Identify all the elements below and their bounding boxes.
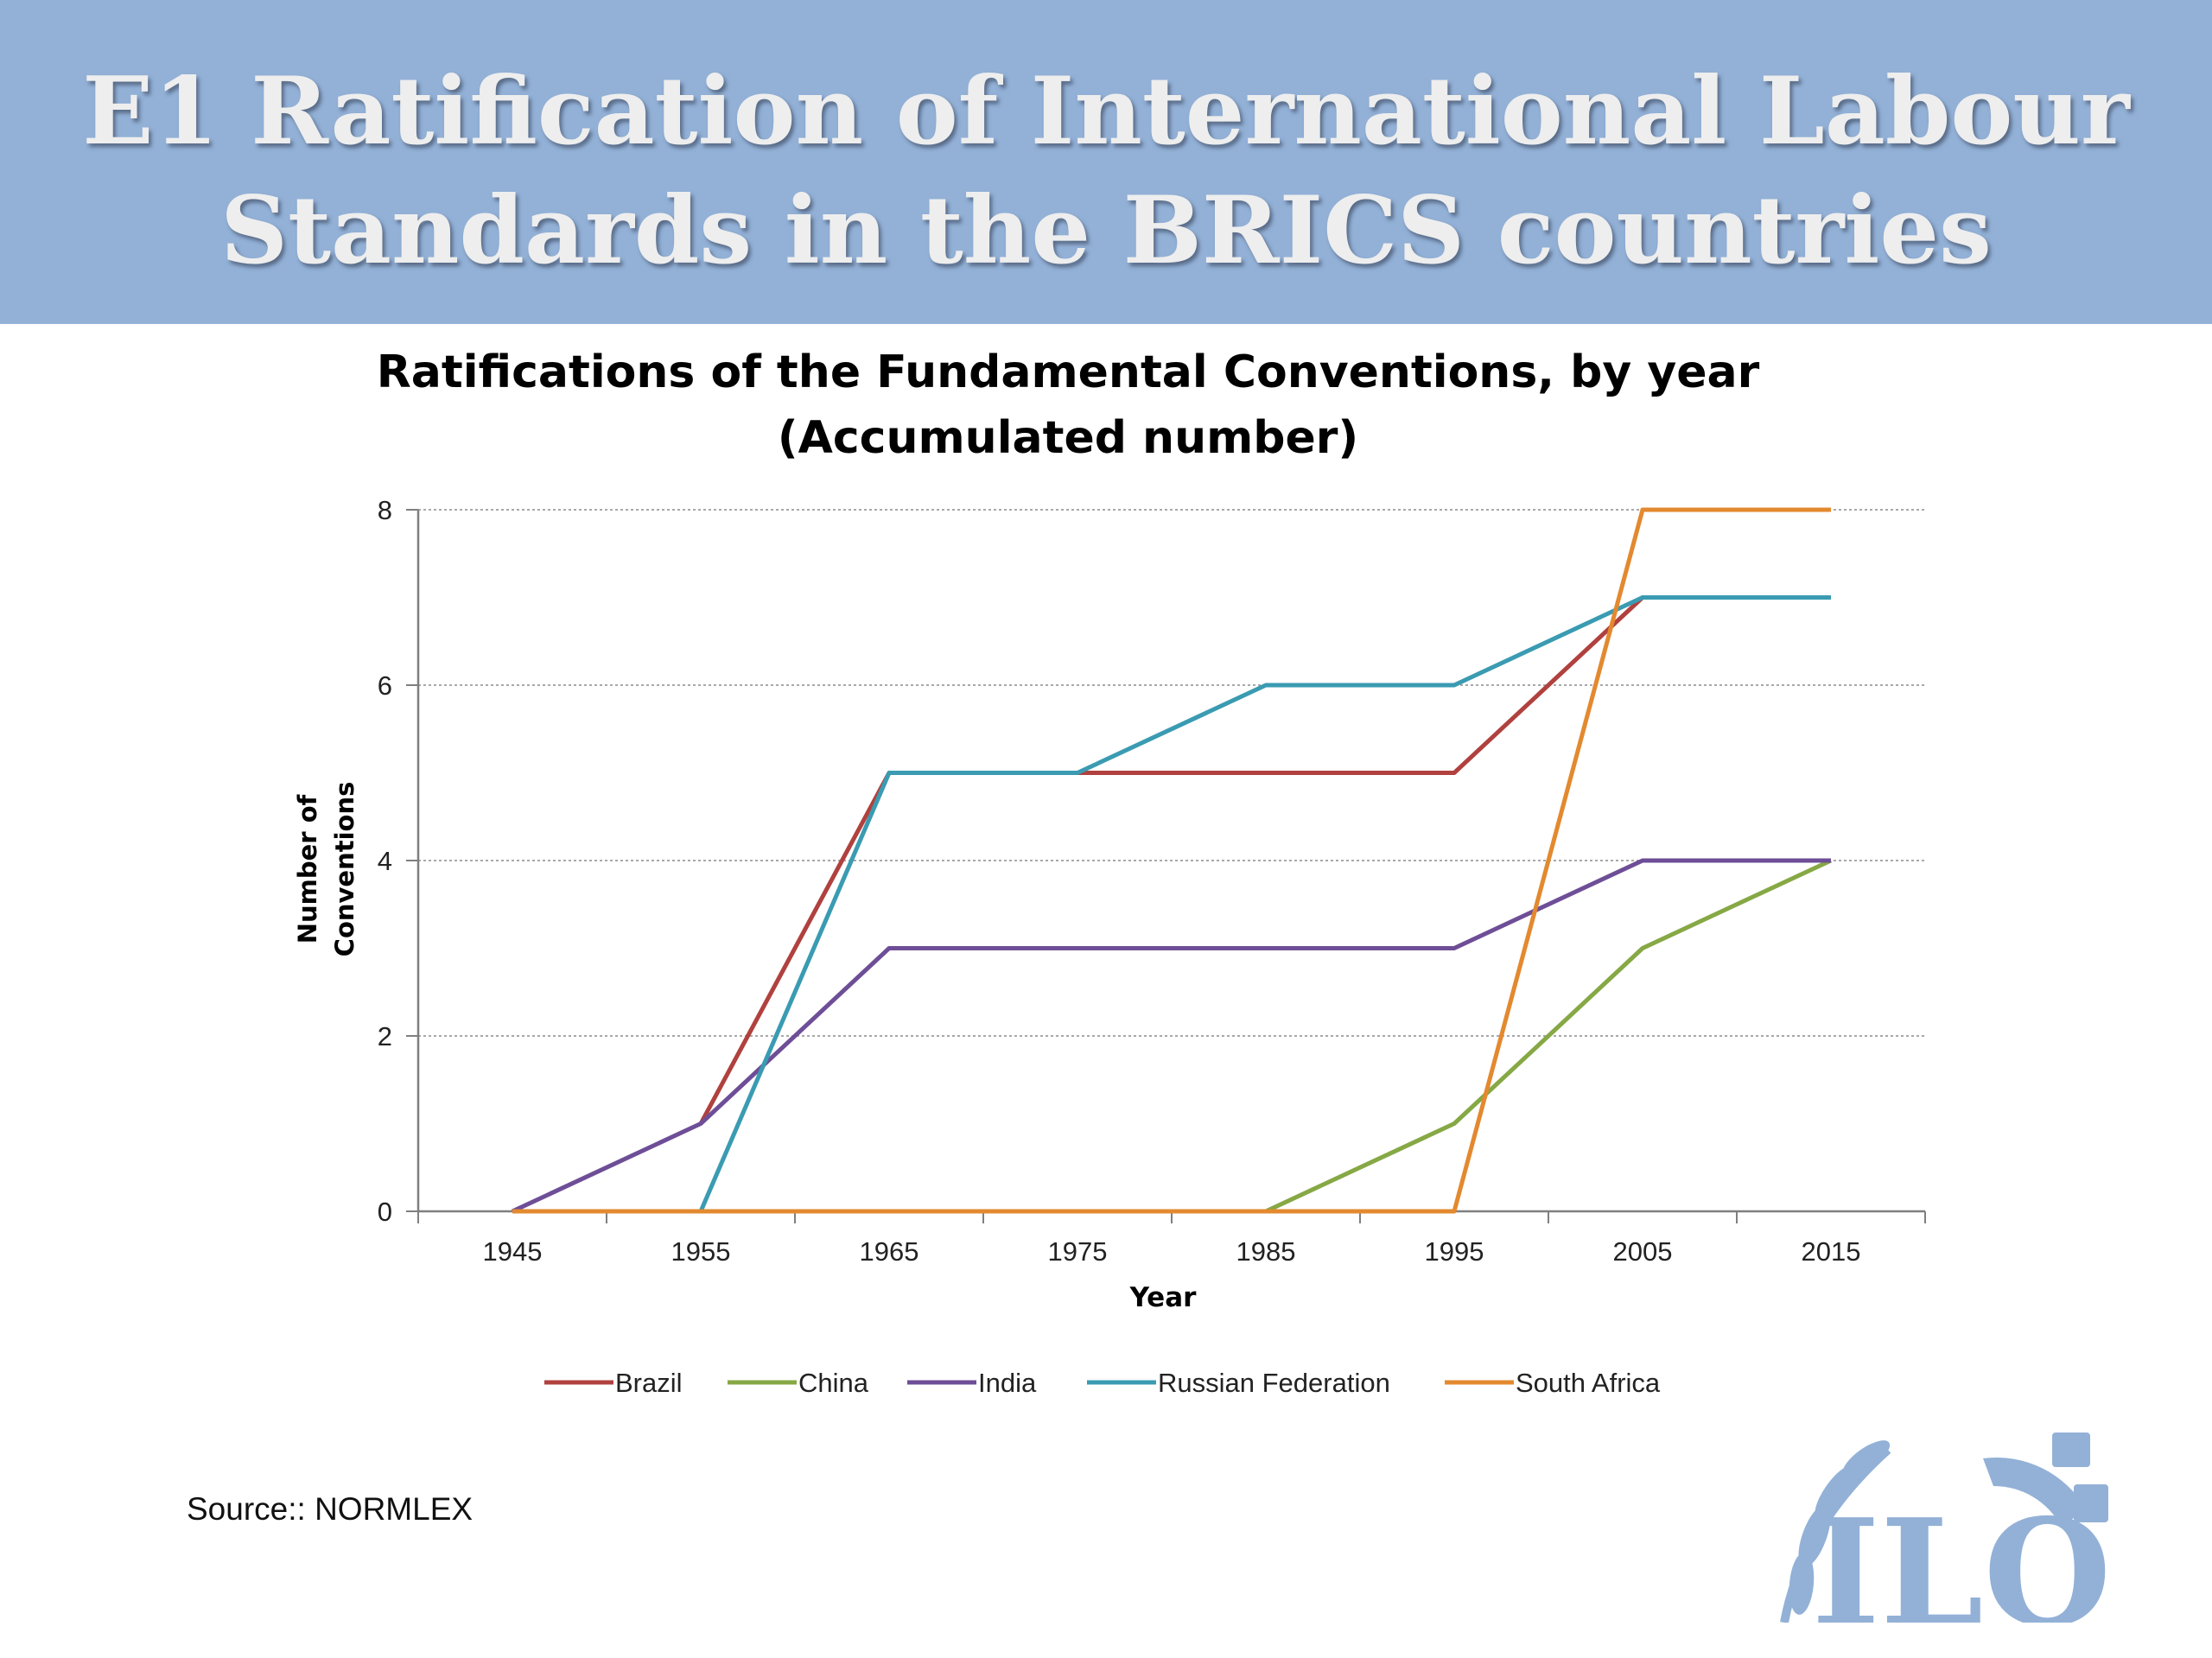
y-tick-label: 4 bbox=[378, 846, 392, 876]
ilo-logo-icon: ILO bbox=[1780, 1432, 2112, 1623]
chart-title-line-1: Ratifications of the Fundamental Convent… bbox=[377, 346, 1760, 398]
source-note: Source:: NORMLEX bbox=[187, 1491, 474, 1527]
y-axis-label-line-1: Number of bbox=[293, 794, 322, 943]
series-line-south-africa bbox=[512, 507, 1831, 1214]
legend-label-russian-federation: Russian Federation bbox=[1158, 1368, 1390, 1398]
legend-label-brazil: Brazil bbox=[615, 1368, 683, 1398]
ilo-logo-text: ILO bbox=[1811, 1487, 2111, 1623]
x-tick-label: 1975 bbox=[1048, 1236, 1108, 1267]
x-tick-label: 1965 bbox=[860, 1236, 919, 1267]
legend-label-south-africa: South Africa bbox=[1516, 1368, 1661, 1398]
legend-label-india: India bbox=[978, 1368, 1037, 1398]
y-tick-label: 0 bbox=[378, 1197, 392, 1227]
y-axis-label-line-2: Conventions bbox=[330, 782, 359, 957]
legend-label-china: China bbox=[798, 1368, 869, 1398]
x-tick-label: 1955 bbox=[671, 1236, 731, 1267]
slide-title-line-1: E1 Ratification of International Labour bbox=[82, 57, 2130, 166]
slide-title-line-2: Standards in the BRICS countries bbox=[220, 176, 1992, 285]
y-tick-label: 2 bbox=[378, 1021, 392, 1051]
title-banner: E1 Ratification of International Labour … bbox=[0, 0, 2212, 324]
slide-title: E1 Ratification of International Labour … bbox=[0, 52, 2212, 290]
y-tick-label: 6 bbox=[378, 670, 392, 701]
x-tick-label: 2005 bbox=[1613, 1236, 1673, 1267]
series-line-china bbox=[1264, 858, 1833, 1214]
x-tick-label: 2015 bbox=[1802, 1236, 1861, 1267]
line-chart: Ratifications of the Fundamental Convent… bbox=[293, 346, 1926, 1398]
chart-title-line-2: (Accumulated number) bbox=[778, 412, 1358, 464]
x-tick-label: 1985 bbox=[1236, 1236, 1296, 1267]
y-tick-label: 8 bbox=[378, 495, 392, 525]
x-tick-label: 1995 bbox=[1425, 1236, 1484, 1267]
series-line-india bbox=[511, 858, 1831, 1214]
x-tick-label: 1945 bbox=[483, 1236, 543, 1267]
x-axis-label: Year bbox=[1129, 1282, 1198, 1313]
series-line-russian-federation bbox=[698, 595, 1831, 1212]
